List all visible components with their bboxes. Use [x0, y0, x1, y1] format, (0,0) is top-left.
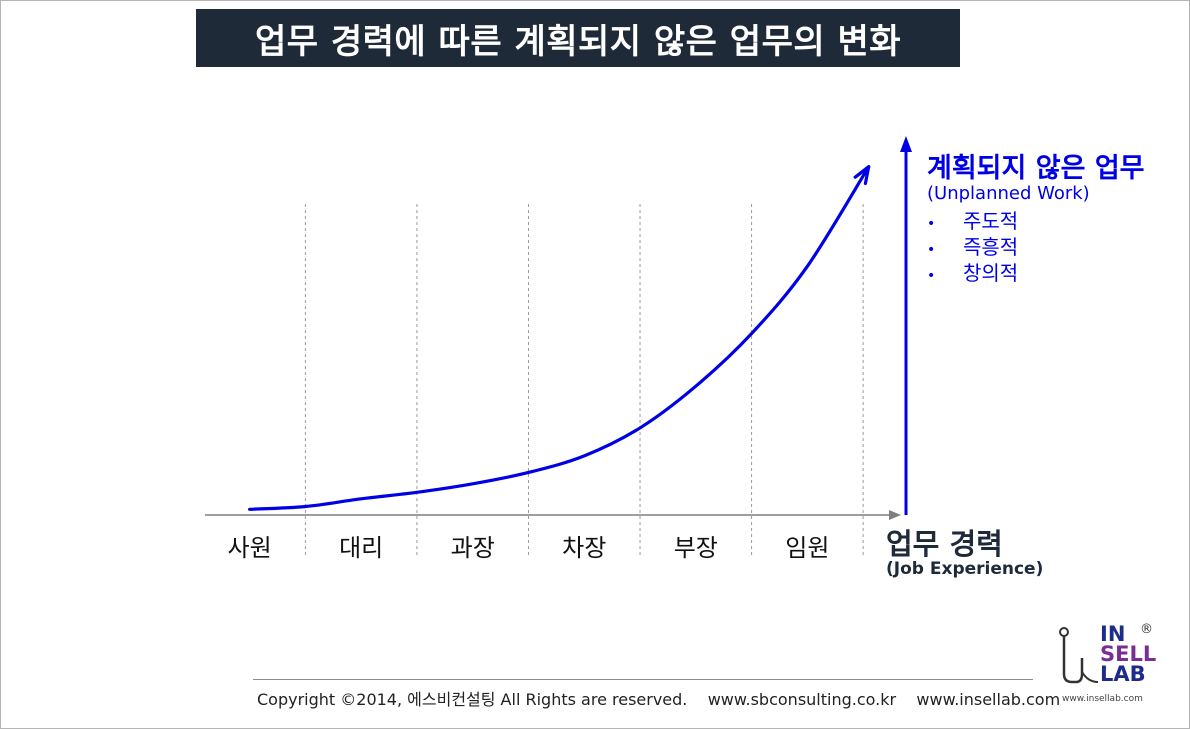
copyright-text-content: Copyright ©2014, 에스비컨설팅 All Rights are r…	[257, 690, 1061, 709]
y-axis-characteristics: • 주도적 • 즉흥적 • 창의적	[927, 208, 1018, 286]
series-line	[248, 165, 871, 511]
category-label: 과장	[451, 534, 495, 562]
bullet-icon: •	[927, 268, 936, 284]
y-axis	[900, 136, 912, 515]
registered-mark: ®	[1140, 622, 1153, 637]
bullet-icon: •	[927, 242, 936, 258]
logo-line3: LAB	[1100, 662, 1146, 686]
copyright-text: Copyright ©2014, 에스비컨설팅 All Rights are r…	[257, 686, 1060, 710]
category-label: 대리	[339, 534, 383, 562]
x-axis-label: 업무 경력	[886, 527, 1003, 561]
logo-figure-icon	[1059, 627, 1099, 684]
characteristic-item: • 즉흥적	[927, 234, 1018, 260]
characteristic-item: • 주도적	[927, 208, 1018, 234]
logo-url: www.insellab.com	[1062, 694, 1143, 704]
gridlines	[304, 204, 864, 558]
bullet-icon: •	[927, 216, 936, 232]
characteristic-item: • 창의적	[927, 260, 1018, 286]
x-axis-arrow-icon	[889, 510, 901, 520]
x-axis-label-en: (Job Experience)	[886, 559, 1044, 579]
category-label: 임원	[785, 534, 829, 562]
x-axis	[205, 510, 901, 520]
insellab-logo: IN SELL LAB ® www.insellab.com	[1052, 622, 1172, 706]
series	[248, 165, 871, 511]
category-labels: 사원 대리 과장 차장 부장 임원	[228, 534, 830, 562]
category-label: 사원	[228, 534, 272, 562]
footer-divider	[253, 679, 1033, 680]
y-axis-arrow-icon	[900, 136, 912, 152]
category-label: 부장	[674, 534, 718, 562]
logo-line2: SELL	[1100, 642, 1157, 666]
category-label: 차장	[562, 534, 606, 562]
series-arrow-icon	[853, 165, 871, 186]
characteristic-text: 창의적	[963, 261, 1019, 285]
y-axis-label-en: (Unplanned Work)	[927, 183, 1090, 204]
y-axis-label: 계획되지 않은 업무	[927, 153, 1145, 184]
logo-line1: IN	[1100, 622, 1126, 646]
slide-title-text: 업무 경력에 따른 계획되지 않은 업무의 변화	[254, 21, 902, 62]
characteristic-text: 주도적	[963, 209, 1019, 233]
logo-wordmark: IN SELL LAB	[1100, 622, 1157, 686]
slide-title: 업무 경력에 따른 계획되지 않은 업무의 변화	[196, 9, 960, 67]
characteristic-text: 즉흥적	[963, 235, 1019, 259]
